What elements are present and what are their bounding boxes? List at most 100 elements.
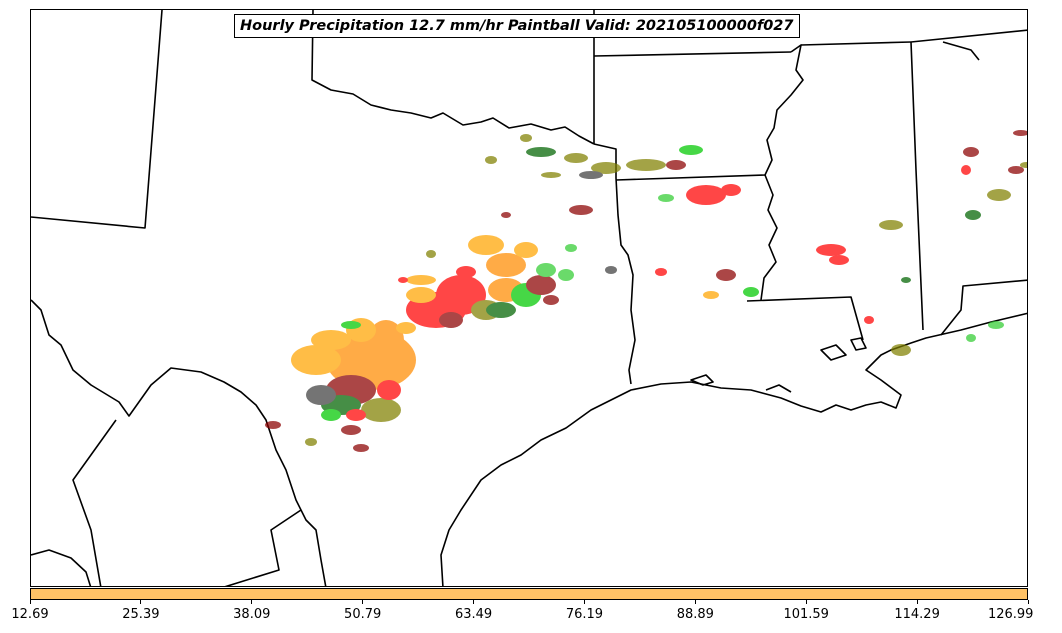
paintball-blob (679, 145, 703, 155)
paintball-blob (901, 277, 911, 283)
paintball-blob (306, 385, 336, 405)
paintball-blob (406, 275, 436, 285)
boundary-ar-la (615, 174, 767, 181)
paintball-blob (961, 165, 971, 175)
paintball-blob (305, 438, 317, 446)
colorbar-tick-label: 126.99 (987, 607, 1034, 622)
paintball-blob (514, 242, 538, 258)
paintball-blob (686, 185, 726, 205)
map-canvas (31, 10, 1027, 586)
coast-detail-3 (850, 337, 867, 351)
paintball-blob (743, 287, 759, 297)
paintball-blob (520, 134, 532, 142)
paintball-blob (485, 156, 497, 164)
boundary-al-fl (940, 279, 1027, 336)
paintball-blob (864, 316, 874, 324)
paintball-blob (361, 398, 401, 422)
paintball-blob (398, 277, 408, 283)
paintball-blob (526, 147, 556, 157)
paintball-blob (368, 320, 404, 360)
map-title: Hourly Precipitation 12.7 mm/hr Paintbal… (234, 14, 800, 38)
paintball-blob (579, 171, 603, 179)
paintball-blob (1020, 162, 1027, 168)
paintball-blob (536, 263, 556, 277)
colorbar-tick-label: 114.29 (894, 607, 940, 622)
paintball-blob (426, 250, 436, 258)
colorbar-tick (583, 600, 585, 604)
paintball-blob (965, 210, 981, 220)
colorbar-tick-label: 101.59 (783, 607, 829, 622)
colorbar-tick-label: 12.69 (11, 607, 49, 622)
boundary-mx-state-2 (224, 509, 302, 586)
paintball-blob (987, 189, 1011, 201)
paintball-blob (406, 287, 436, 303)
paintball-blob (703, 291, 719, 299)
paintball-blob (456, 266, 476, 278)
colorbar-tick (916, 600, 918, 604)
boundary-tn-al (910, 29, 1027, 43)
coast-detail-2 (820, 344, 847, 361)
gulf-coast-texas (440, 312, 1027, 586)
colorbar-tick (251, 600, 253, 604)
paintball-blob (468, 235, 504, 255)
paintball-blob (558, 269, 574, 281)
paintball-blob (341, 321, 361, 329)
boundary-nm-tx (31, 10, 163, 229)
paintball-blob (963, 147, 979, 157)
paintball-blob (569, 205, 593, 215)
colorbar-tick-label: 63.49 (454, 607, 493, 622)
colorbar-tick-label: 88.89 (676, 607, 714, 622)
paintball-blob (541, 172, 561, 178)
coast-detail-4 (690, 374, 714, 386)
boundary-ok-tx-red-river (311, 10, 595, 145)
boundary-mo-ar (593, 51, 792, 57)
boundary-tx-la (615, 177, 636, 385)
paintball-blob (655, 268, 667, 276)
paintball-blob (396, 322, 416, 334)
paintball-blob (716, 269, 736, 281)
boundary-tn-ms (800, 41, 912, 46)
paintball-blob (353, 444, 369, 452)
paintball-blob (377, 380, 401, 400)
colorbar (30, 588, 1028, 600)
paintball-blob (829, 255, 849, 265)
paintball-blob (879, 220, 903, 230)
colorbar-tick (362, 600, 364, 604)
paintball-blob (966, 334, 976, 342)
paintball-blob (291, 345, 341, 375)
boundary-mx-state-1 (72, 419, 117, 586)
paintball-blob (265, 421, 281, 429)
paintball-blob (543, 295, 559, 305)
paintball-blob (321, 409, 341, 421)
colorbar-tick-label: 50.79 (344, 607, 382, 622)
paintball-blob (988, 321, 1004, 329)
colorbar-tick (140, 600, 142, 604)
paintball-blob (564, 153, 588, 163)
paintball-blob (1008, 166, 1024, 174)
colorbar-tick (29, 600, 31, 604)
paintball-blob (591, 162, 621, 174)
mississippi-river (760, 44, 804, 301)
paintball-blob (891, 344, 911, 356)
paintball-blob (526, 275, 556, 295)
boundary-la-ms (746, 296, 864, 341)
paintball-blob (501, 212, 511, 218)
paintball-blob (565, 244, 577, 252)
boundary-ms-al (910, 41, 924, 331)
paintball-blob (439, 312, 463, 328)
colorbar-tick-label: 76.19 (565, 607, 604, 622)
colorbar-tick (694, 600, 696, 604)
paintball-blob (658, 194, 674, 202)
paintball-blob (666, 160, 686, 170)
colorbar-tick (805, 600, 807, 604)
colorbar-tick-label: 25.39 (122, 607, 160, 622)
coast-detail-1 (765, 384, 792, 393)
paintball-blob (486, 253, 526, 277)
paintball-blob (626, 159, 666, 171)
map-panel (30, 9, 1028, 587)
boundary-ga-al (942, 41, 980, 61)
precip-paintballs (265, 130, 1027, 452)
paintball-blob (486, 302, 516, 318)
paintball-blob (311, 330, 351, 350)
colorbar-tick (1027, 600, 1029, 604)
